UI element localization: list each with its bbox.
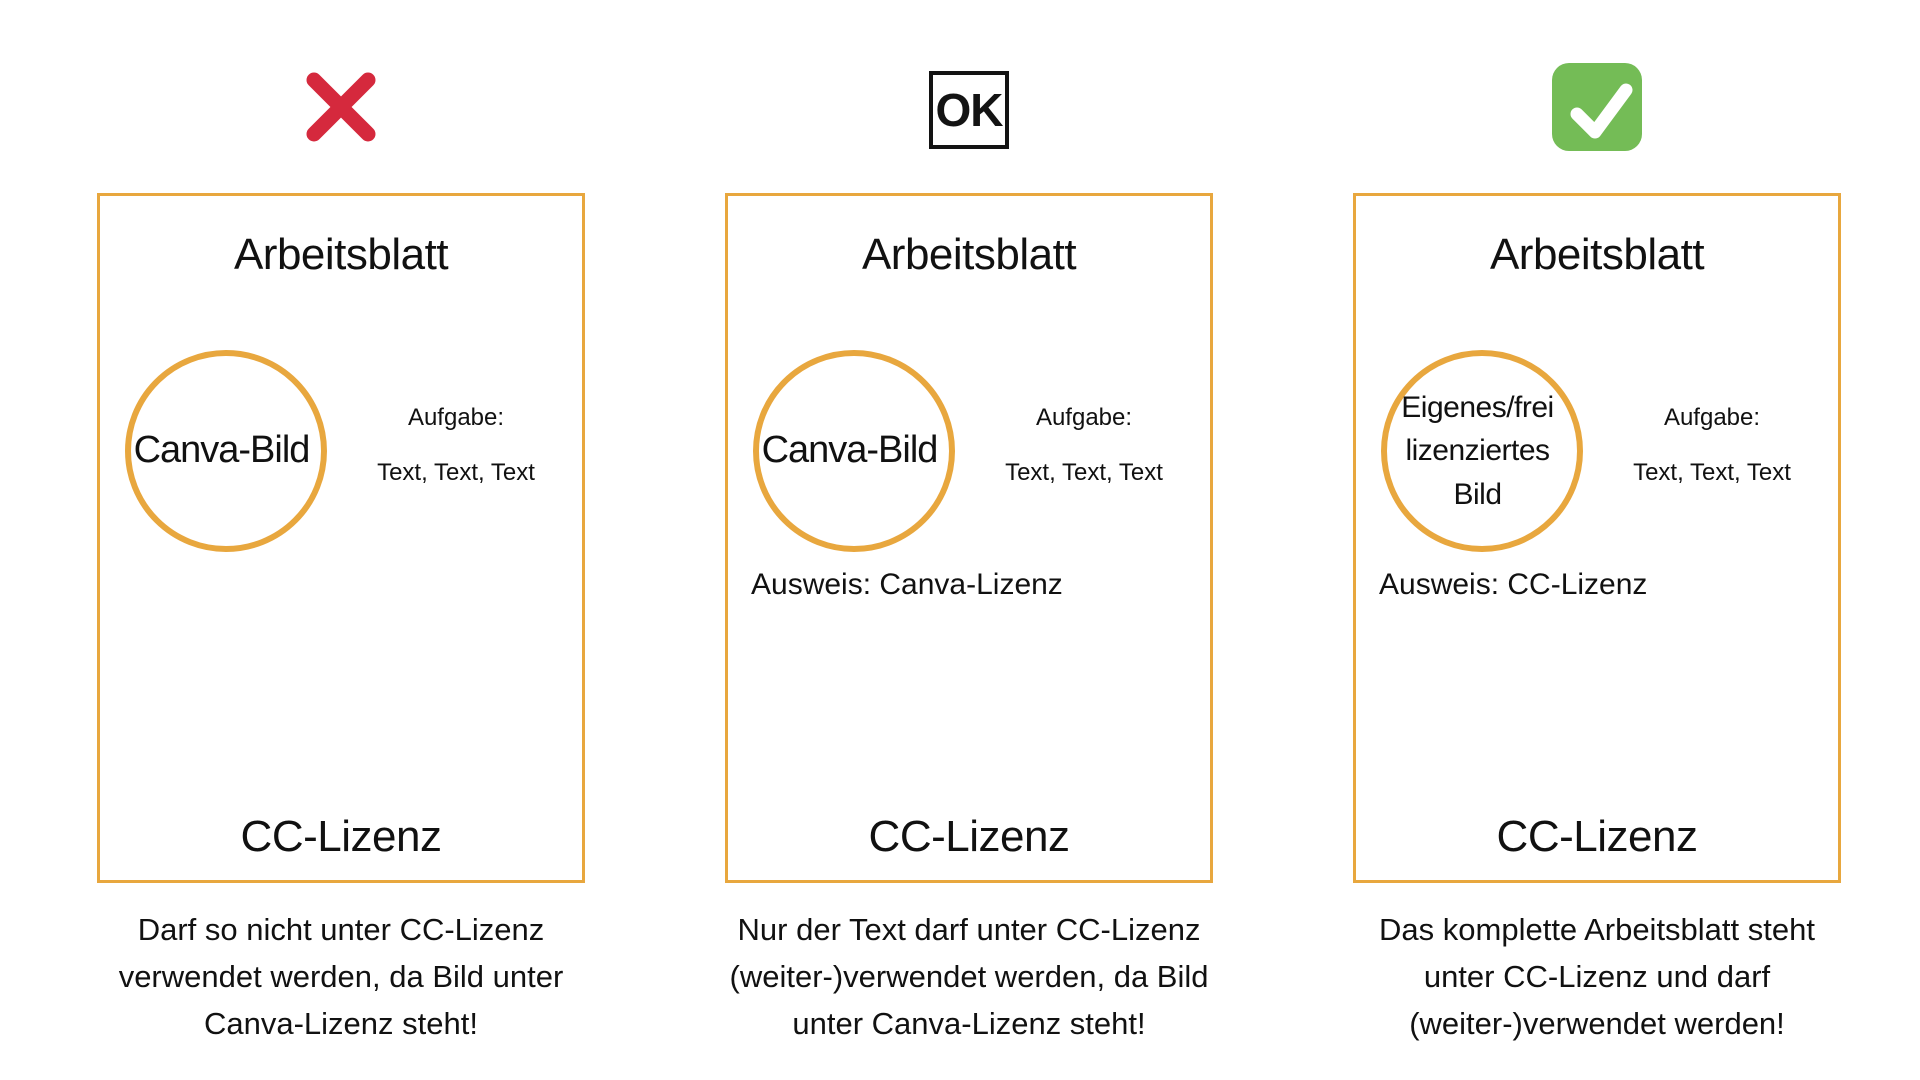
license-note: Ausweis: CC-Lizenz [1379, 568, 1648, 601]
worksheet-footer-license: CC-Lizenz [868, 812, 1070, 861]
panel-caption: Das komplette Arbeitsblatt steht unter C… [1379, 912, 1815, 1041]
ok-badge-label: OK [929, 71, 1009, 149]
worksheet-card: Arbeitsblatt Canva-Bild Aufgabe: Text, T… [725, 193, 1213, 883]
image-circle: Canva-Bild [753, 350, 955, 552]
task-block: Aufgabe: Text, Text, Text [346, 404, 566, 487]
image-circle-label: Canva-Bild [761, 429, 939, 472]
check-icon [1552, 62, 1642, 152]
task-text: Text, Text, Text [1005, 459, 1163, 486]
task-heading: Aufgabe: [1035, 404, 1133, 431]
cross-icon [299, 62, 383, 152]
worksheet-title: Arbeitsblatt [861, 230, 1077, 279]
panel-allowed: Arbeitsblatt Eigenes/frei lizenziertes B… [1353, 0, 1841, 1080]
worksheet-title: Arbeitsblatt [233, 230, 449, 279]
task-heading: Aufgabe: [407, 404, 505, 431]
panel-partially-ok: OK Arbeitsblatt Canva-Bild Aufgabe: Text… [725, 0, 1213, 1080]
worksheet-card: Arbeitsblatt Canva-Bild Aufgabe: Text, T… [97, 193, 585, 883]
panel-caption: Darf so nicht unter CC-Lizenz verwendet … [118, 912, 564, 1041]
worksheet-footer-license: CC-Lizenz [1496, 812, 1698, 861]
worksheet-title: Arbeitsblatt [1489, 230, 1705, 279]
task-block: Aufgabe: Text, Text, Text [974, 404, 1194, 487]
panel-caption: Nur der Text darf unter CC-Lizenz (weite… [729, 912, 1209, 1041]
task-text: Text, Text, Text [377, 459, 535, 486]
worksheet-card: Arbeitsblatt Eigenes/frei lizenziertes B… [1353, 193, 1841, 883]
panel-not-allowed: Arbeitsblatt Canva-Bild Aufgabe: Text, T… [97, 0, 585, 1080]
image-circle: Canva-Bild [125, 350, 327, 552]
ok-badge-icon: OK [929, 62, 1009, 152]
task-block: Aufgabe: Text, Text, Text [1602, 404, 1822, 487]
task-heading: Aufgabe: [1663, 404, 1761, 431]
image-circle: Eigenes/frei lizenziertes Bild [1381, 350, 1583, 552]
worksheet-footer-license: CC-Lizenz [240, 812, 442, 861]
license-note: Ausweis: Canva-Lizenz [751, 568, 1063, 601]
image-circle-label: Canva-Bild [133, 429, 311, 472]
image-circle-label: Eigenes/frei lizenziertes Bild [1401, 390, 1554, 511]
task-text: Text, Text, Text [1633, 459, 1791, 486]
